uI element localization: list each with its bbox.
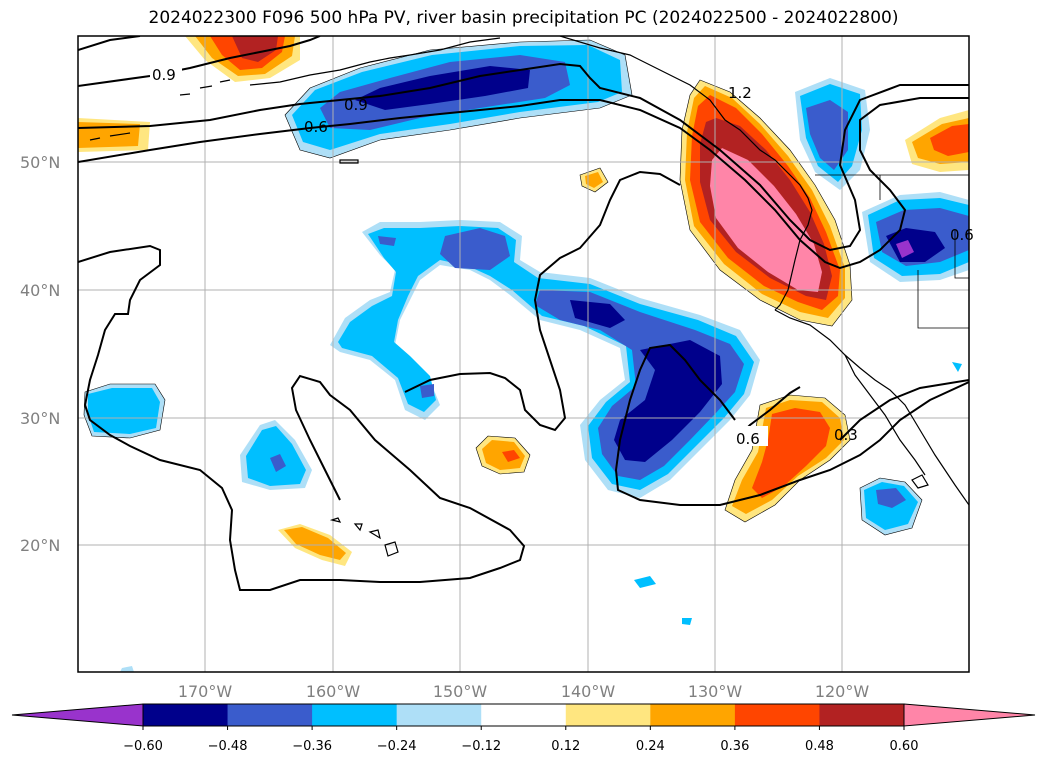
california-baja-coast [774,309,969,506]
colorbar-extend-high [903,703,1036,727]
colorbar-segment [650,704,736,726]
pv-contour-0.9-north [78,62,969,252]
colorbar-tick-label: 0.48 [805,739,834,754]
alaska-coast [249,36,813,311]
border-lines [815,174,969,329]
colorbar-tick-label: 0.12 [551,739,580,754]
lon-label-120w: 120°W [815,682,870,701]
colorbar-tick-label: −0.12 [461,739,501,754]
colorbar-tick-label: −0.24 [377,739,417,754]
lon-label-170w: 170°W [178,682,233,701]
contour-label-0.9-b: 0.9 [344,96,368,114]
lat-label-40n: 40°N [20,281,60,300]
lon-label-160w: 160°W [306,682,361,701]
baja-peninsula [844,354,929,489]
map-frame [77,35,970,673]
lat-label-30n: 30°N [20,409,60,428]
colorbar-tick-label: 0.60 [890,739,919,754]
colorbar-tick-label: 0.36 [720,739,749,754]
longitude-labels: 170°W 160°W 150°W 140°W 130°W 120°W [178,682,870,701]
aleutian-islands [89,79,359,164]
pv-contour-0.6-south [614,343,969,506]
colorbar-extend-low [11,703,144,727]
lon-label-140w: 140°W [561,682,616,701]
colorbar-tick-label: −0.48 [208,739,248,754]
coastlines [89,36,969,557]
map-title: 2024022300 F096 500 hPa PV, river basin … [148,8,899,28]
colorbar-segment [734,704,820,726]
latitude-labels: 50°N 40°N 30°N 20°N [20,153,60,555]
pv-contour-0.6-central [404,170,681,432]
colorbar: −0.60 −0.48 −0.36 −0.24 −0.12 0.12 0.24 0.36 0.4… [11,703,1036,754]
pv-contours [78,36,969,591]
colorbar-tick-label: −0.36 [292,739,332,754]
colorbar-tick-label: 0.24 [636,739,665,754]
contour-label-1.2: 1.2 [728,84,752,102]
colorbar-segment [819,704,905,726]
colorbar-segment [312,704,398,726]
contour-label-0.6-b: 0.6 [736,430,760,448]
lon-label-150w: 150°W [433,682,488,701]
lat-label-20n: 20°N [20,536,60,555]
lon-label-130w: 130°W [688,682,743,701]
colorbar-segment [565,704,651,726]
precip-negative-speck [634,576,656,588]
contour-label-0.3: 0.3 [834,426,858,444]
contour-label-0.6-c: 0.6 [950,226,974,244]
contour-labels: 0.9 0.9 0.6 1.2 0.6 0.3 0.6 [150,62,974,448]
colorbar-segment [396,704,482,726]
pv-contour-west [78,244,526,591]
colorbar-tick-label: −0.60 [123,739,163,754]
colorbar-segment [143,704,229,726]
colorbar-frame [142,703,905,727]
hawaii [329,517,399,557]
contour-label-0.9-a: 0.9 [152,66,176,84]
pv-contour-0.6-north [78,97,969,270]
lat-label-50n: 50°N [20,153,60,172]
colorbar-segment [481,704,567,726]
contour-label-0.6-a: 0.6 [304,118,328,136]
colorbar-segment [227,704,313,726]
